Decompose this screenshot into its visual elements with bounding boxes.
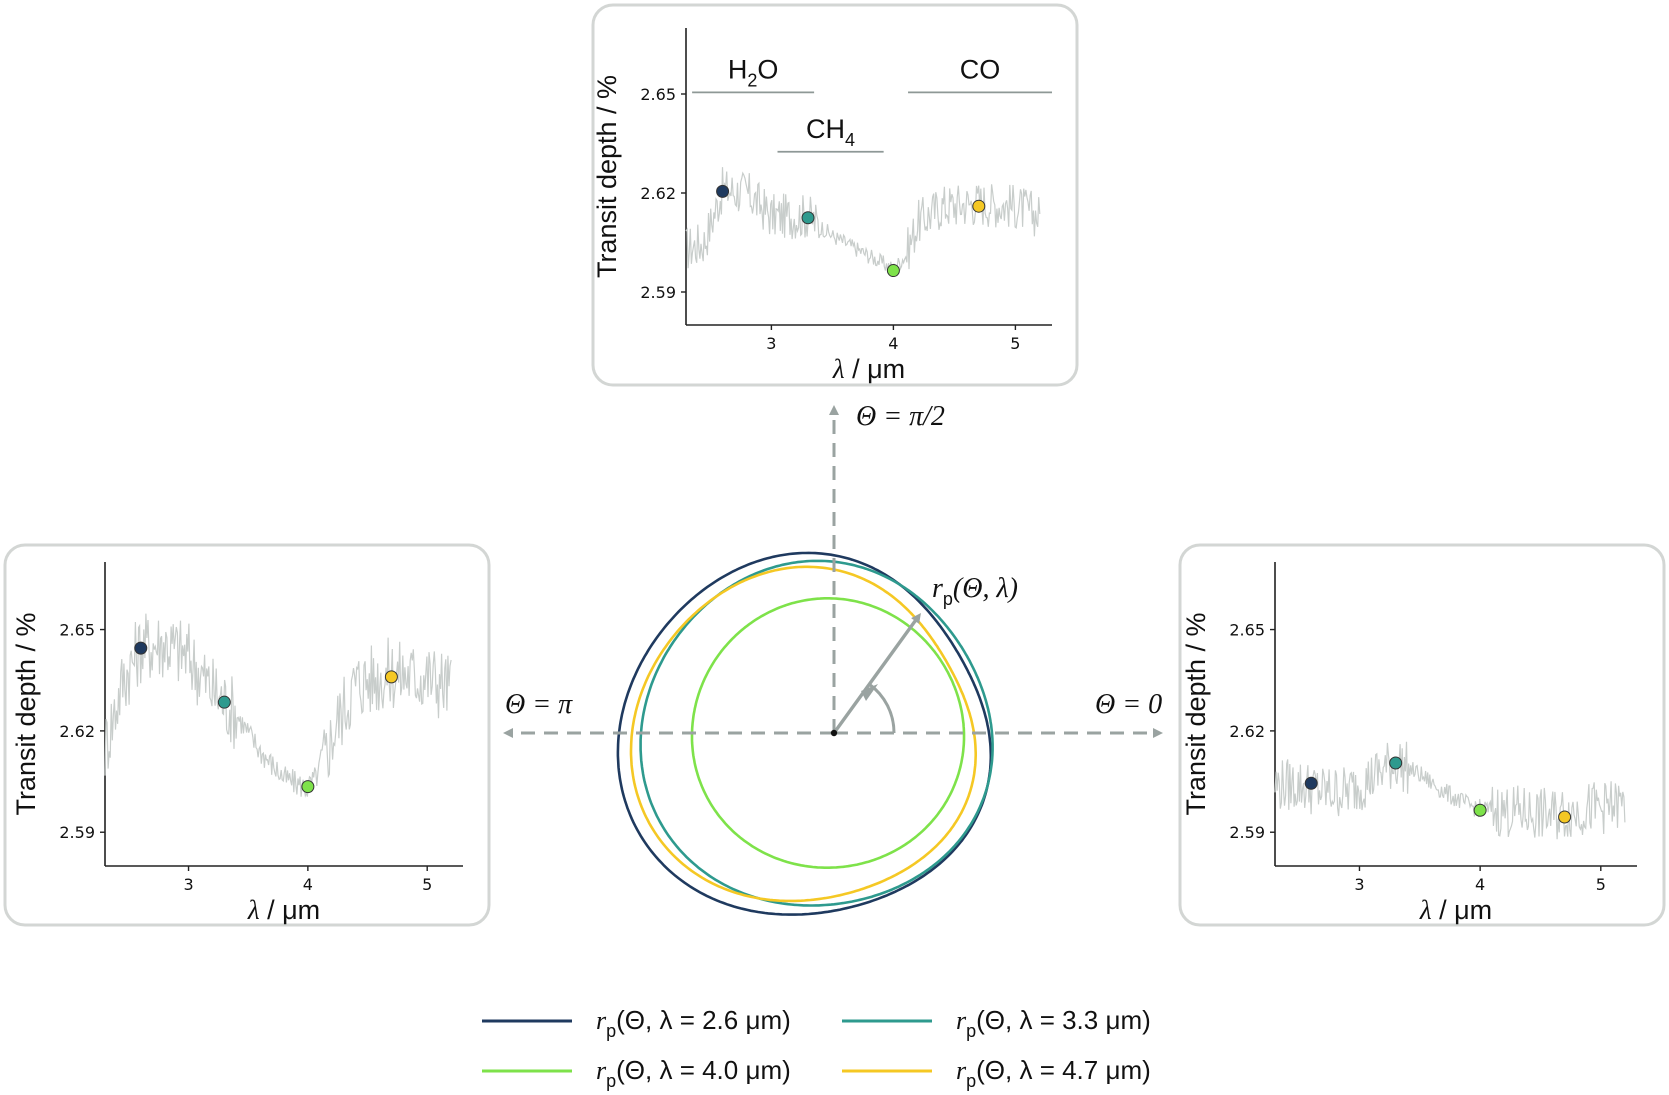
y-axis-label: Transit depth / % xyxy=(11,612,41,815)
legend-entry-2-6um: rp(Θ, λ = 2.6 μm) xyxy=(482,1005,791,1041)
data-point xyxy=(1473,803,1487,817)
theta-zero-label: Θ = 0 xyxy=(1095,689,1162,720)
molecule-label: CH4 xyxy=(806,114,855,150)
x-tick-label: 4 xyxy=(303,875,313,894)
spectrum-line xyxy=(104,613,452,798)
theta-pi-label: Θ = π xyxy=(505,689,573,720)
legend-label: rp(Θ, λ = 4.0 μm) xyxy=(596,1055,791,1091)
legend-label: rp(Θ, λ = 3.3 μm) xyxy=(956,1005,1151,1041)
y-tick-label: 2.62 xyxy=(640,184,676,203)
x-tick-label: 5 xyxy=(1596,875,1606,894)
y-tick-label: 2.65 xyxy=(59,621,95,640)
x-tick-label: 4 xyxy=(1475,875,1485,894)
data-point xyxy=(886,264,900,278)
planet-limb-diagram: Θ = π/2 Θ = π Θ = 0 rp(Θ, λ) xyxy=(503,401,1163,916)
x-tick-label: 3 xyxy=(766,334,776,353)
data-point xyxy=(217,695,231,709)
data-point xyxy=(801,211,815,225)
molecule-label: H2O xyxy=(728,54,779,90)
x-tick-label: 3 xyxy=(1354,875,1364,894)
x-tick-label: 5 xyxy=(1010,334,1020,353)
spectrum-panel-theta-zero: 3 4 5 2.59 2.62 2.65 λ / μm Transit depth / % xyxy=(1178,543,1666,927)
theta-pi-half-label: Θ = π/2 xyxy=(856,401,945,432)
legend-entry-4-0um: rp(Θ, λ = 4.0 μm) xyxy=(482,1055,791,1091)
molecule-label: CO xyxy=(960,54,1001,84)
legend: rp(Θ, λ = 2.6 μm) rp(Θ, λ = 3.3 μm) rp(Θ… xyxy=(482,1005,1151,1091)
data-point xyxy=(1389,756,1403,770)
limb-curve-4-7um xyxy=(629,565,977,903)
x-tick-label: 3 xyxy=(183,875,193,894)
y-axis-label: Transit depth / % xyxy=(1181,612,1211,815)
y-tick-label: 2.59 xyxy=(1229,823,1265,842)
data-point xyxy=(1304,776,1318,790)
x-tick-label: 4 xyxy=(888,334,898,353)
legend-label: rp(Θ, λ = 4.7 μm) xyxy=(956,1055,1151,1091)
spectrum-panel-theta-pi-half: 3 4 5 2.59 2.62 2.65 λ / μm Transit depth / % H2… xyxy=(591,3,1079,387)
panel-frame xyxy=(591,3,1079,387)
y-tick-label: 2.59 xyxy=(640,283,676,302)
panel-frame xyxy=(3,543,491,927)
data-point xyxy=(384,670,398,684)
x-tick-label: 5 xyxy=(422,875,432,894)
radius-label: rp(Θ, λ) xyxy=(932,573,1018,609)
x-axis-label: λ / μm xyxy=(1419,895,1492,925)
data-point xyxy=(1558,810,1572,824)
x-axis-label: λ / μm xyxy=(247,895,320,925)
legend-entry-4-7um: rp(Θ, λ = 4.7 μm) xyxy=(842,1055,1151,1091)
spectrum-panel-theta-pi: 3 4 5 2.59 2.62 2.65 λ / μm Transit depth / % xyxy=(3,543,491,927)
spectrum-line xyxy=(685,167,1041,274)
origin-dot xyxy=(830,729,838,737)
radius-vector-arrow xyxy=(832,612,921,734)
data-point xyxy=(301,780,315,794)
y-tick-label: 2.59 xyxy=(59,823,95,842)
legend-entry-3-3um: rp(Θ, λ = 3.3 μm) xyxy=(842,1005,1151,1041)
data-point xyxy=(134,641,148,655)
theta-angle-arrowhead xyxy=(861,684,878,701)
data-point xyxy=(972,199,986,213)
y-tick-label: 2.65 xyxy=(640,85,676,104)
spectrum-line xyxy=(1274,741,1626,840)
y-tick-label: 2.62 xyxy=(1229,722,1265,741)
data-point xyxy=(716,184,730,198)
legend-label: rp(Θ, λ = 2.6 μm) xyxy=(596,1005,791,1041)
y-tick-label: 2.62 xyxy=(59,722,95,741)
y-axis-label: Transit depth / % xyxy=(592,75,622,278)
y-tick-label: 2.65 xyxy=(1229,621,1265,640)
x-axis-label: λ / μm xyxy=(832,354,905,384)
